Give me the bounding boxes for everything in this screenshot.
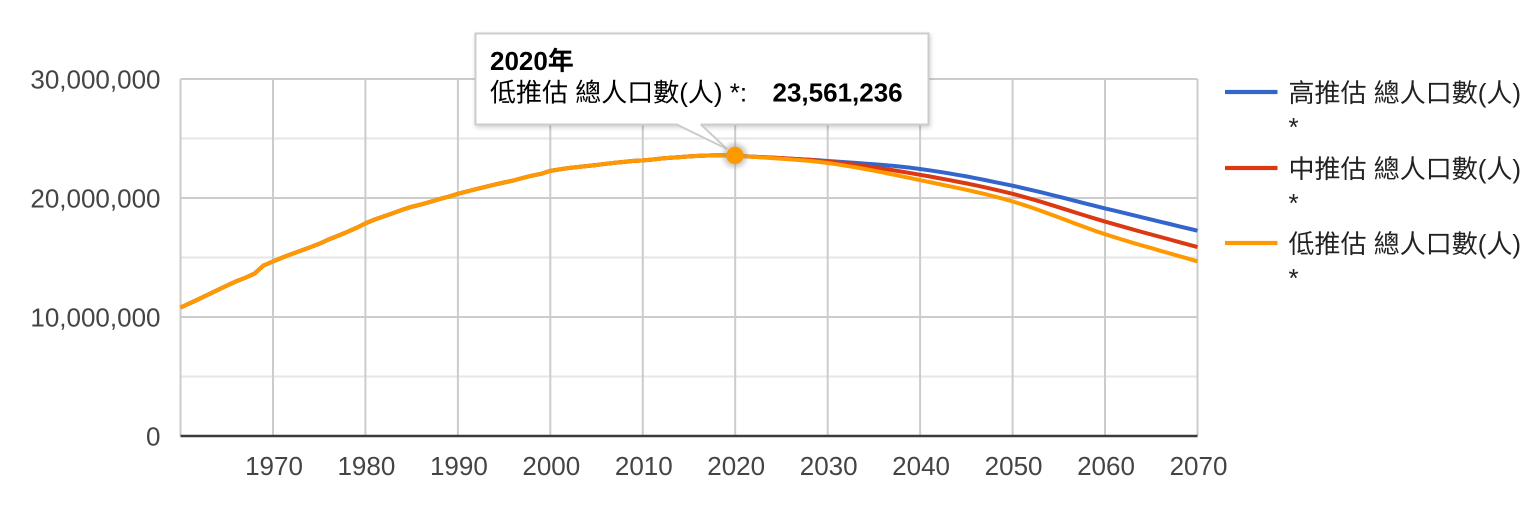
svg-text:2030: 2030	[800, 451, 858, 481]
svg-text:30,000,000: 30,000,000	[30, 65, 160, 95]
svg-text:2070: 2070	[1170, 451, 1228, 481]
svg-text:(: (	[1478, 78, 1487, 108]
svg-text:): )	[1512, 78, 1521, 108]
svg-text:(: (	[1478, 229, 1487, 259]
svg-text:1980: 1980	[337, 451, 395, 481]
svg-text:*: *	[1289, 112, 1299, 142]
svg-text:1970: 1970	[245, 451, 303, 481]
svg-text:10,000,000: 10,000,000	[30, 303, 160, 333]
svg-text:0: 0	[146, 422, 160, 452]
svg-text:): )	[1512, 229, 1521, 259]
svg-text:*: *	[1289, 188, 1299, 218]
svg-text:1990: 1990	[430, 451, 488, 481]
svg-text:*: *	[1289, 263, 1299, 293]
svg-text:2050: 2050	[985, 451, 1043, 481]
svg-text:20,000,000: 20,000,000	[30, 184, 160, 214]
svg-text:2010: 2010	[615, 451, 673, 481]
svg-text:23,561,236: 23,561,236	[773, 78, 903, 108]
svg-text:2000: 2000	[522, 451, 580, 481]
svg-text:(: (	[1478, 154, 1487, 184]
svg-text:2020: 2020	[707, 451, 765, 481]
svg-text:): )	[1512, 154, 1521, 184]
svg-text:2060: 2060	[1077, 451, 1135, 481]
svg-text:(: (	[679, 78, 688, 108]
svg-text:) *:: ) *:	[714, 78, 747, 108]
svg-text:2020: 2020	[490, 46, 548, 76]
svg-text:2040: 2040	[892, 451, 950, 481]
